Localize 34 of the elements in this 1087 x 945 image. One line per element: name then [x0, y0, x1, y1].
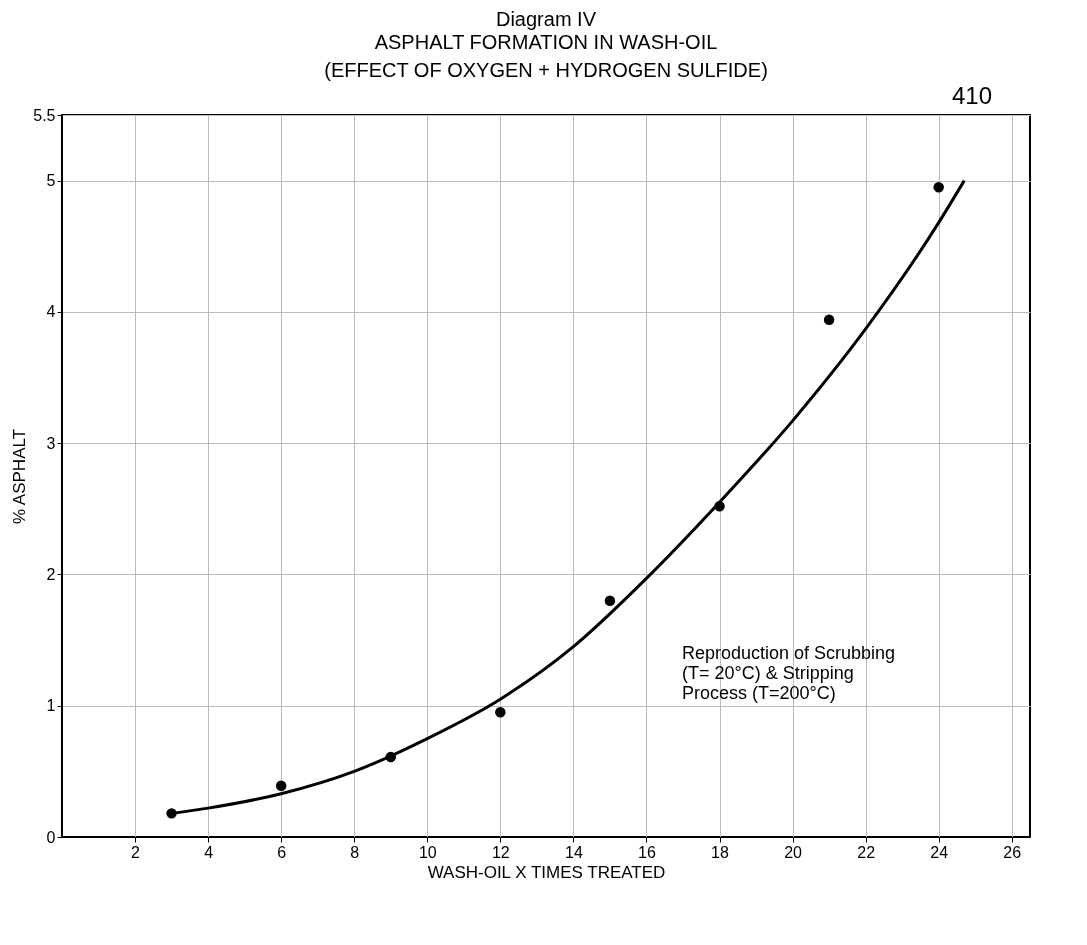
y-axis-title: % ASPHALT — [10, 428, 30, 525]
x-tick-label: 6 — [277, 843, 287, 861]
chart-subtitle: ASPHALT FORMATION IN WASH-OIL (EFFECT OF OXYGEN + HYDROGEN SULFIDE) — [324, 31, 768, 81]
annotation: Reproduction of Scrubbing (T= 20°C) & Stripping Process (T=200°C) — [682, 643, 896, 703]
x-axis-title: WASH-OIL X TIMES TREATED — [427, 862, 666, 882]
y-tick-label: 3 — [46, 434, 56, 452]
x-tick-label: 14 — [565, 843, 583, 861]
x-tick-label: 22 — [857, 843, 876, 861]
x-tick-label: 2 — [131, 843, 141, 861]
y-tick-label: 5.5 — [33, 106, 56, 124]
x-tick-label: 4 — [204, 843, 214, 861]
text: 410 — [951, 82, 992, 109]
point — [933, 181, 944, 193]
x-tick-label: 26 — [1003, 843, 1022, 861]
y-tick-label: 0 — [46, 828, 56, 846]
x-tick-label: 10 — [418, 843, 437, 861]
point — [385, 751, 396, 763]
y-tick-label: 1 — [46, 697, 56, 715]
point — [275, 780, 287, 792]
x-tick-label: 8 — [350, 843, 360, 861]
point — [714, 500, 725, 512]
point — [495, 707, 506, 718]
point — [823, 314, 835, 326]
point — [604, 595, 616, 606]
x-tick-label: 20 — [784, 843, 803, 861]
point — [166, 808, 177, 819]
x-tick-label: 18 — [711, 843, 730, 861]
x-tick-label: 12 — [491, 843, 510, 861]
y-tick-label: 5 — [46, 172, 56, 190]
chart-title: Diagram IV — [495, 8, 597, 30]
x-tick-label: 24 — [930, 843, 949, 861]
x-tick-label: 16 — [638, 843, 656, 861]
y-tick-label: 4 — [46, 303, 56, 321]
y-tick-label: 2 — [46, 565, 56, 583]
